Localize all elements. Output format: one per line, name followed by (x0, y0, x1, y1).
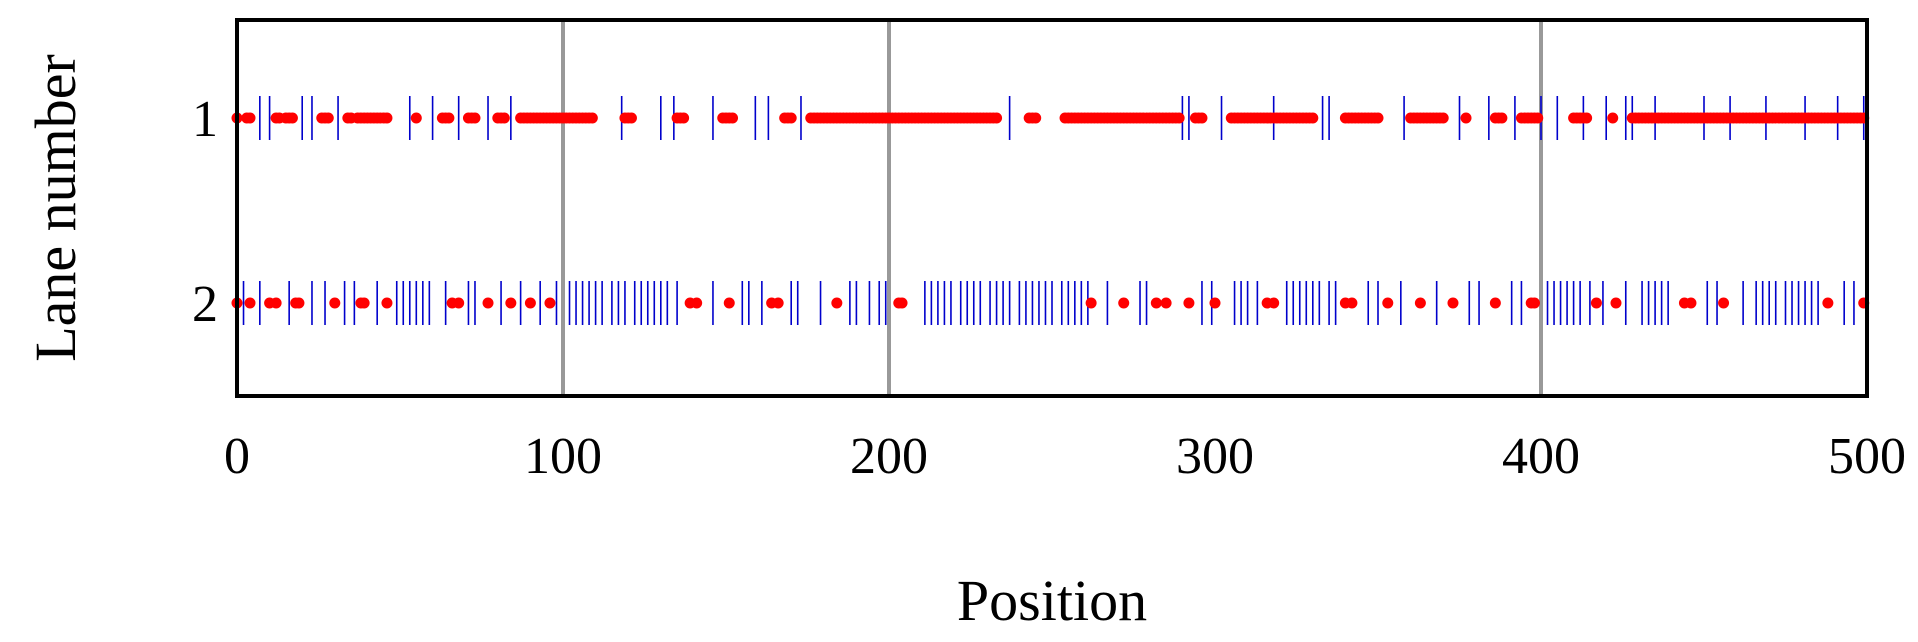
lane-2-dot (1209, 297, 1221, 309)
lane-2-dot (381, 297, 393, 309)
lane-1-dot (286, 112, 298, 124)
y-tick-labels: 12 (192, 91, 218, 333)
x-tick-label: 300 (1176, 428, 1254, 485)
lane-1-dot (586, 112, 598, 124)
lane-1-dot (991, 112, 1003, 124)
plot-frame (235, 18, 1869, 398)
lane-1-dot (1437, 112, 1449, 124)
lane-1-dot (1196, 112, 1208, 124)
lane-2-dot (1528, 297, 1540, 309)
lane-2-dot (723, 297, 735, 309)
marks-layer (231, 96, 1870, 325)
lane-2-dot (1183, 297, 1195, 309)
lane-1-dot (1372, 112, 1384, 124)
lane-2-dot (896, 297, 908, 309)
lane-1-dot (727, 112, 739, 124)
x-tick-label: 100 (524, 428, 602, 485)
lane-2-dot (1822, 297, 1834, 309)
lane-1-dot (498, 112, 510, 124)
lane-2-dot (505, 297, 517, 309)
x-tick-labels: 0 100 200 300 400 500 (224, 428, 1906, 485)
lane-2-dot (1718, 297, 1730, 309)
lane-2-dot (524, 297, 536, 309)
lane-1-dot (443, 112, 455, 124)
lane-1-dot (625, 112, 637, 124)
lane-2-dot (270, 297, 282, 309)
lane-2-dot (1346, 297, 1358, 309)
lane-1-dot (322, 112, 334, 124)
lane-1-dot (244, 112, 256, 124)
lane-1-dot (1496, 112, 1508, 124)
lane-2-dot (1414, 297, 1426, 309)
lane-2-dot (544, 297, 556, 309)
lane-1-dot (678, 112, 690, 124)
lane-2-dot (329, 297, 341, 309)
lane-2-dot (1160, 297, 1172, 309)
lane-1-dot (1307, 112, 1319, 124)
lane-1-dot (1532, 112, 1544, 124)
lane-2-dot (1118, 297, 1130, 309)
lane-2-dot (831, 297, 843, 309)
grid-layer (561, 20, 1543, 396)
lane-2-dot (1489, 297, 1501, 309)
lane-2-dot (772, 297, 784, 309)
lane-2-dot (1085, 297, 1097, 309)
lane-2-dot (293, 297, 305, 309)
lane-1-dot (1581, 112, 1593, 124)
lane-1-dot (381, 112, 393, 124)
lane-2-dot (1382, 297, 1394, 309)
y-tick-label: 1 (192, 91, 218, 148)
y-tick-label: 2 (192, 276, 218, 333)
x-tick-label: 400 (1502, 428, 1580, 485)
lane-1-dot (785, 112, 797, 124)
lane-2-dot (1685, 297, 1697, 309)
x-tick-label: 200 (850, 428, 928, 485)
lane-2-dot (358, 297, 370, 309)
lane-1-dot (1460, 112, 1472, 124)
lane-2-dot (482, 297, 494, 309)
lane-2-dot (1268, 297, 1280, 309)
lane-1-dot (1607, 112, 1619, 124)
lane-2-dot (691, 297, 703, 309)
lane-2-dot (1590, 297, 1602, 309)
lane-2-dot (1610, 297, 1622, 309)
x-tick-label: 0 (224, 428, 250, 485)
lane-2-dot (453, 297, 465, 309)
lane-1-dot (1173, 112, 1185, 124)
x-tick-label: 500 (1828, 428, 1906, 485)
lane-2-dot (1447, 297, 1459, 309)
lane-1-dot (410, 112, 422, 124)
lane-1-dot (469, 112, 481, 124)
lane-2-dot (244, 297, 256, 309)
lane-1-dot (1030, 112, 1042, 124)
x-axis-title: Position (957, 568, 1147, 633)
y-axis-title: Lane number (23, 54, 88, 362)
lane-2-dot (1150, 297, 1162, 309)
